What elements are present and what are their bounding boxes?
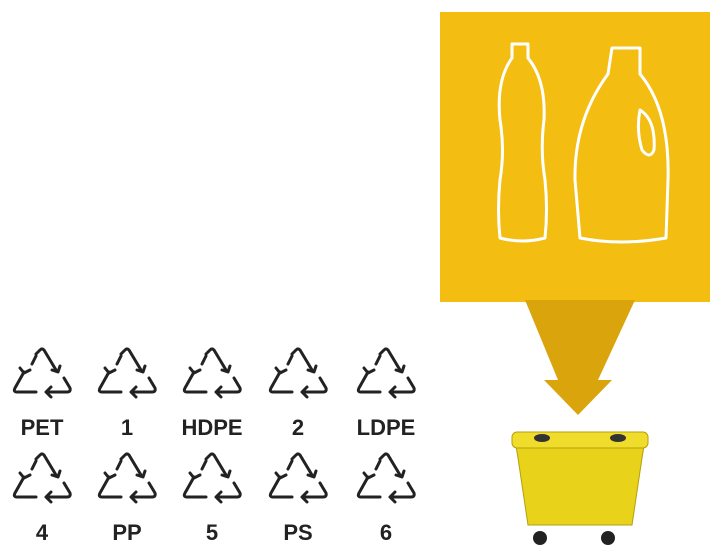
plastic-code: 4: [36, 520, 49, 545]
yellow-panel: [440, 12, 710, 415]
recycle-icon: [270, 454, 326, 502]
recycle-symbol: 2: [270, 349, 326, 440]
recycle-icon: [99, 349, 155, 397]
recycle-symbol: 1: [99, 349, 155, 440]
recycle-symbol: HDPE: [181, 349, 242, 440]
recycle-symbol: PS: [270, 454, 326, 545]
recycle-symbol: LDPE: [357, 349, 416, 440]
recycle-icon: [358, 454, 414, 502]
recycle-symbol: 4: [14, 454, 70, 545]
recycle-icon: [99, 454, 155, 502]
infographic: PET 1 HDPE 2 LDPE 4 PP 5 PS 6: [0, 0, 710, 550]
recycle-icon: [358, 349, 414, 397]
recycle-icon: [270, 349, 326, 397]
plastic-code: PP: [112, 520, 141, 545]
recycle-symbol: 5: [184, 454, 240, 545]
recycle-symbol: 6: [358, 454, 414, 545]
yellow-bin: [512, 432, 648, 545]
recycle-icon: [184, 454, 240, 502]
plastic-code: 1: [121, 415, 133, 440]
recycle-icon: [184, 349, 240, 397]
plastic-code: HDPE: [181, 415, 242, 440]
plastic-code: 2: [292, 415, 304, 440]
recycle-symbol: PP: [99, 454, 155, 545]
recycle-symbol: PET: [14, 349, 70, 440]
plastic-code: PET: [21, 415, 64, 440]
plastic-code: LDPE: [357, 415, 416, 440]
plastic-code: PS: [283, 520, 312, 545]
plastic-code: 6: [380, 520, 392, 545]
symbols: PET 1 HDPE 2 LDPE 4 PP 5 PS 6: [14, 349, 415, 545]
page: PET 1 HDPE 2 LDPE 4 PP 5 PS 6: [0, 0, 710, 550]
plastic-code: 5: [206, 520, 218, 545]
recycle-icon: [14, 454, 70, 502]
recycle-icon: [14, 349, 70, 397]
